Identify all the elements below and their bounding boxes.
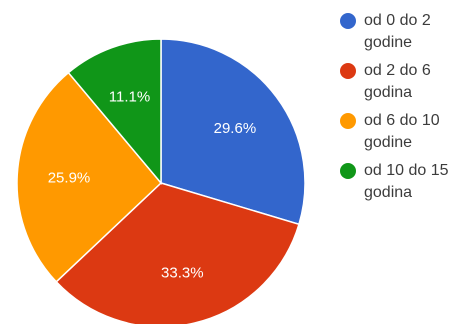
legend-swatch (340, 13, 356, 29)
legend-label: od 10 do 15 godina (364, 162, 449, 201)
pie-slice[interactable] (160, 38, 306, 226)
slice-value-label: 33.3% (161, 265, 204, 282)
pie-slice[interactable] (67, 38, 162, 186)
pie-slice[interactable] (55, 182, 300, 324)
slice-value-label: 29.6% (214, 120, 257, 137)
legend-label: od 2 do 6 godina (364, 62, 431, 101)
legend-label: od 0 do 2 godine (364, 12, 431, 51)
legend-item[interactable]: od 0 do 2 godine (340, 10, 460, 54)
legend-swatch (340, 163, 356, 179)
legend: od 0 do 2 godine od 2 do 6 godina od 6 d… (340, 10, 460, 210)
legend-item[interactable]: od 6 do 10 godine (340, 110, 460, 154)
slice-value-label: 11.1% (109, 88, 150, 105)
legend-swatch (340, 63, 356, 79)
legend-item[interactable]: od 10 do 15 godina (340, 160, 460, 204)
pie-slice[interactable] (16, 71, 163, 283)
slice-value-label: 25.9% (48, 170, 91, 187)
legend-swatch (340, 113, 356, 129)
legend-item[interactable]: od 2 do 6 godina (340, 60, 460, 104)
pie-chart: 29.6% 33.3% 25.9% 11.1% (16, 38, 306, 324)
legend-label: od 6 do 10 godine (364, 112, 440, 151)
